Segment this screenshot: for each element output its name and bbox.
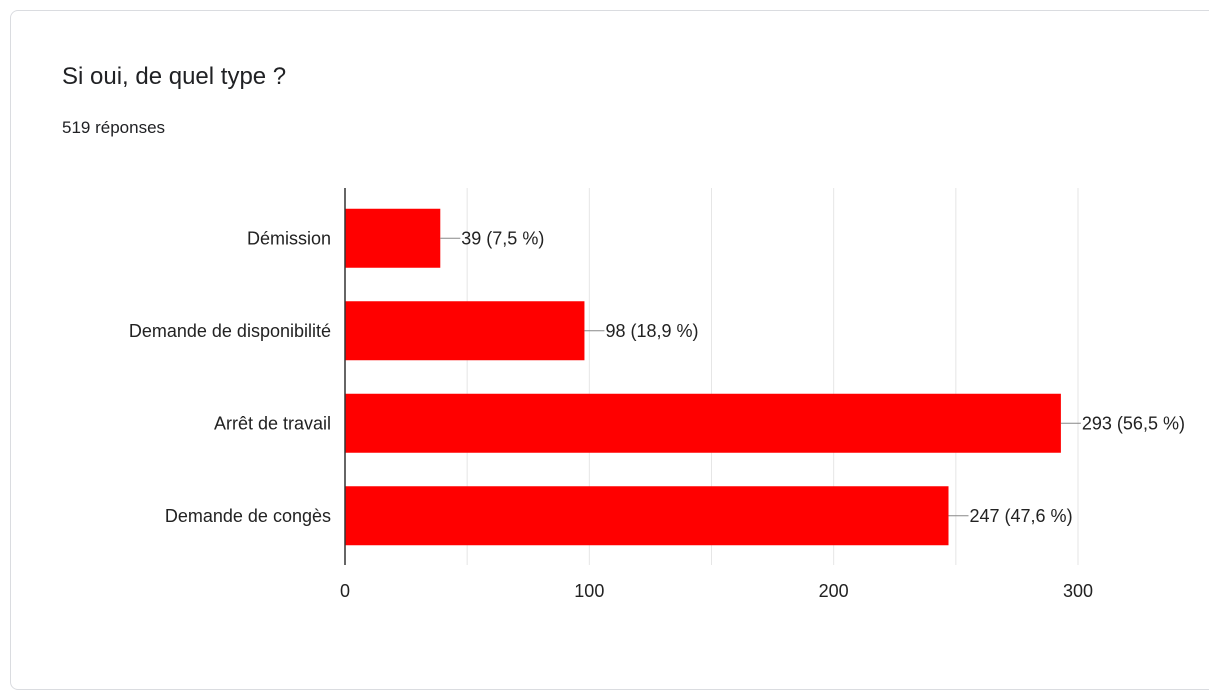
x-tick-label: 200	[819, 581, 849, 601]
data-label: 293 (56,5 %)	[1082, 413, 1185, 433]
response-count: 519 réponses	[62, 118, 166, 137]
category-label: Arrêt de travail	[214, 413, 331, 433]
bar	[345, 393, 1061, 453]
bar	[345, 486, 949, 546]
bar	[345, 208, 441, 268]
data-label: 98 (18,9 %)	[605, 321, 698, 341]
x-tick-label: 100	[574, 581, 604, 601]
data-label: 39 (7,5 %)	[461, 228, 544, 248]
category-label: Démission	[247, 228, 331, 248]
question-title: Si oui, de quel type ?	[62, 63, 287, 90]
data-label: 247 (47,6 %)	[970, 506, 1073, 526]
category-label: Demande de disponibilité	[129, 321, 331, 341]
category-label: Demande de congès	[165, 506, 331, 526]
x-tick-label: 0	[340, 581, 350, 601]
x-tick-label: 300	[1063, 581, 1093, 601]
bar	[345, 301, 585, 361]
bar-chart: Démission 39 (7,5 %) Demande de disponibil…	[129, 188, 1185, 601]
question-card	[10, 10, 1209, 690]
